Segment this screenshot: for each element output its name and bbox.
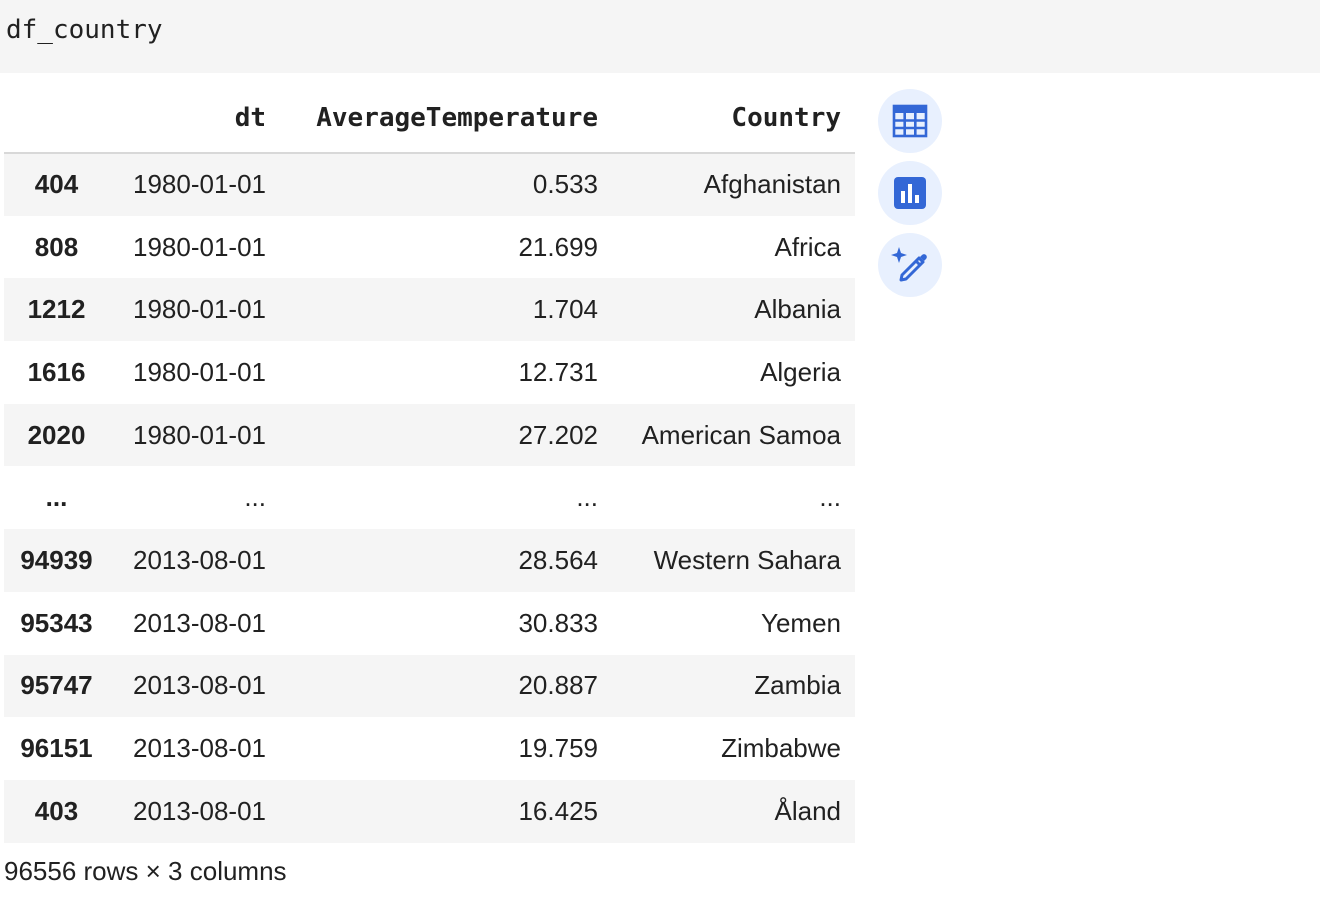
- table-row: 1212 1980-01-01 1.704 Albania: [4, 278, 855, 342]
- code-cell-source[interactable]: df_country: [6, 15, 163, 45]
- cell-dt: 2013-08-01: [133, 795, 266, 826]
- generate-code-button[interactable]: [878, 233, 942, 297]
- cell-average-temperature: 0.533: [532, 169, 598, 200]
- cell-country: Afghanistan: [703, 169, 841, 200]
- code-cell[interactable]: df_country: [0, 0, 1320, 73]
- cell-average-temperature: ...: [576, 482, 598, 513]
- index-header: [4, 84, 109, 154]
- cell-country: Zambia: [754, 670, 841, 701]
- cell-dt: 1980-01-01: [133, 419, 266, 450]
- table-row: 95747 2013-08-01 20.887 Zambia: [4, 654, 855, 718]
- row-index: 1616: [27, 356, 86, 387]
- cell-average-temperature: 16.425: [518, 795, 598, 826]
- cell-dt: 1980-01-01: [133, 169, 266, 200]
- row-index: 404: [34, 169, 79, 200]
- cell-country: Albania: [754, 294, 841, 325]
- cell-dt: 1980-01-01: [133, 231, 266, 262]
- cell-average-temperature: 30.833: [518, 607, 598, 638]
- cell-dt: 2013-08-01: [133, 607, 266, 638]
- row-index: 96151: [20, 733, 93, 764]
- bar-chart-icon: [894, 177, 926, 209]
- row-index: 2020: [27, 419, 86, 450]
- sparkle-pencil-icon: [891, 247, 927, 282]
- table-row: 1616 1980-01-01 12.731 Algeria: [4, 341, 855, 404]
- cell-average-temperature: 28.564: [518, 544, 598, 575]
- cell-average-temperature: 20.887: [518, 670, 598, 701]
- row-index: 808: [34, 231, 79, 262]
- table-row: 403 2013-08-01 16.425 Åland: [4, 779, 855, 843]
- table-header: dt AverageTemperature Country: [4, 84, 855, 154]
- dataframe-shape: 96556 rows × 3 columns: [4, 856, 287, 886]
- cell-average-temperature: 19.759: [518, 733, 598, 764]
- table-row-ellipsis: ... ... ... ...: [4, 466, 855, 530]
- interactive-table-button[interactable]: [878, 89, 942, 153]
- cell-country: Yemen: [761, 607, 841, 638]
- suggest-charts-button[interactable]: [878, 161, 942, 225]
- dataframe-table: dt AverageTemperature Country 404 1980-0…: [4, 84, 855, 843]
- column-header: dt: [109, 84, 280, 154]
- cell-average-temperature: 21.699: [518, 231, 598, 262]
- row-index: ...: [45, 482, 68, 513]
- cell-average-temperature: 1.704: [532, 294, 598, 325]
- cell-country: ...: [819, 482, 841, 513]
- dataframe-output: dt AverageTemperature Country 404 1980-0…: [4, 84, 855, 843]
- row-index: 94939: [20, 544, 93, 575]
- table-row: 808 1980-01-01 21.699 Africa: [4, 215, 855, 279]
- cell-dt: 1980-01-01: [133, 356, 266, 387]
- table-row: 96151 2013-08-01 19.759 Zimbabwe: [4, 717, 855, 780]
- cell-country: Africa: [774, 231, 841, 262]
- row-index: 1212: [27, 294, 86, 325]
- column-header: AverageTemperature: [280, 84, 612, 154]
- cell-dt: 2013-08-01: [133, 670, 266, 701]
- cell-country: Zimbabwe: [721, 733, 841, 764]
- column-header: Country: [612, 84, 855, 154]
- cell-average-temperature: 27.202: [518, 419, 598, 450]
- output-actions: [878, 89, 942, 305]
- row-index: 95343: [20, 607, 93, 638]
- table-row: 95343 2013-08-01 30.833 Yemen: [4, 591, 855, 655]
- table-row: 404 1980-01-01 0.533 Afghanistan: [4, 153, 855, 216]
- cell-average-temperature: 12.731: [518, 356, 598, 387]
- cell-country: American Samoa: [641, 419, 841, 450]
- cell-dt: 2013-08-01: [133, 733, 266, 764]
- table-row: 2020 1980-01-01 27.202 American Samoa: [4, 403, 855, 467]
- cell-country: Åland: [774, 795, 842, 826]
- cell-country: Algeria: [760, 356, 841, 387]
- cell-dt: ...: [244, 482, 266, 513]
- table-row: 94939 2013-08-01 28.564 Western Sahara: [4, 529, 855, 592]
- cell-dt: 2013-08-01: [133, 544, 266, 575]
- cell-dt: 1980-01-01: [133, 294, 266, 325]
- table-body: 404 1980-01-01 0.533 Afghanistan 808 198…: [4, 153, 855, 843]
- table-icon: [892, 104, 928, 138]
- cell-country: Western Sahara: [653, 544, 841, 575]
- row-index: 403: [34, 795, 79, 826]
- row-index: 95747: [20, 670, 93, 701]
